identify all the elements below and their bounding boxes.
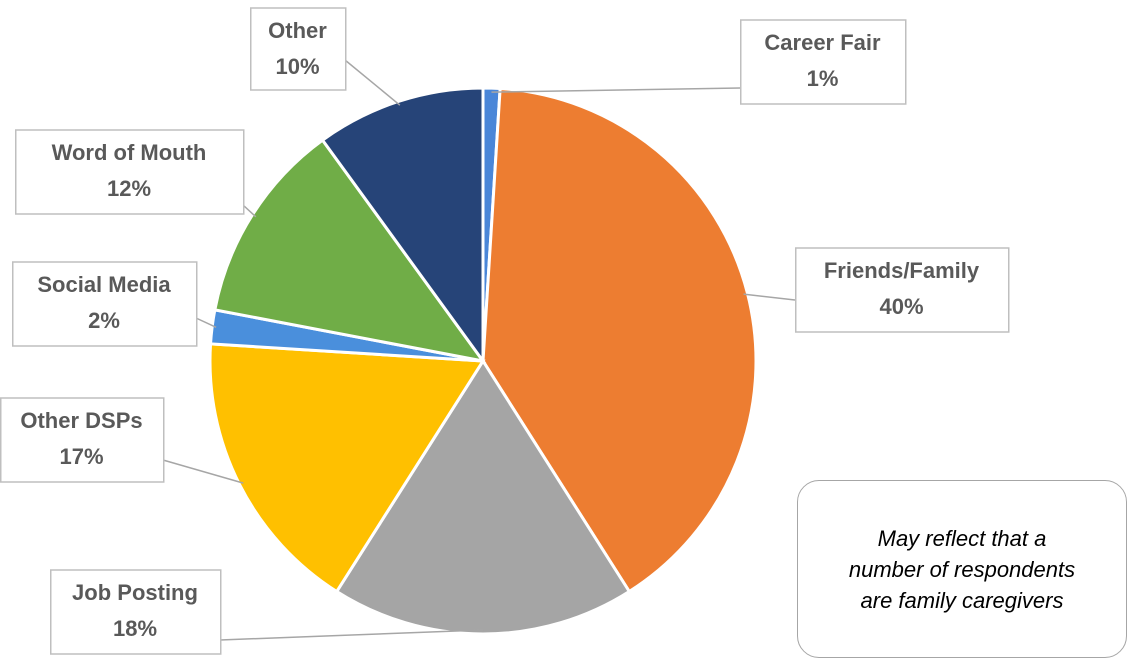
leader-line [195,317,217,328]
slice-label: Social Media [37,272,171,297]
slice-label: Word of Mouth [52,140,207,165]
annotation: May reflect that a number of respondents… [797,480,1127,658]
label-box [12,261,198,347]
slices [208,86,758,636]
leader-line [344,59,401,106]
slice-label: Career Fair [764,30,881,55]
slice-label: Friends/Family [824,258,980,283]
label-box [795,247,1010,333]
leader-line [743,293,796,301]
pie-slice [320,86,485,366]
leader-line [219,629,484,641]
slice-label: Other DSPs [20,408,142,433]
label-box [740,19,907,105]
label-box [250,7,347,91]
label-box [50,569,222,655]
label-box [0,397,165,483]
leader-line [162,459,244,484]
value-label: 12% [107,176,151,201]
slice-label: Other [268,18,327,43]
label-box [15,129,245,215]
value-label: 10% [275,54,319,79]
slice-label: Job Posting [72,580,198,605]
pie-slice [208,342,486,594]
value-label: 1% [807,66,839,91]
value-label: 2% [88,308,120,333]
leader-line [242,204,257,218]
value-label: 17% [59,444,103,469]
leader-line [491,87,741,93]
value-label: 40% [879,294,923,319]
value-label: 18% [113,616,157,641]
pie-slice [334,358,632,636]
